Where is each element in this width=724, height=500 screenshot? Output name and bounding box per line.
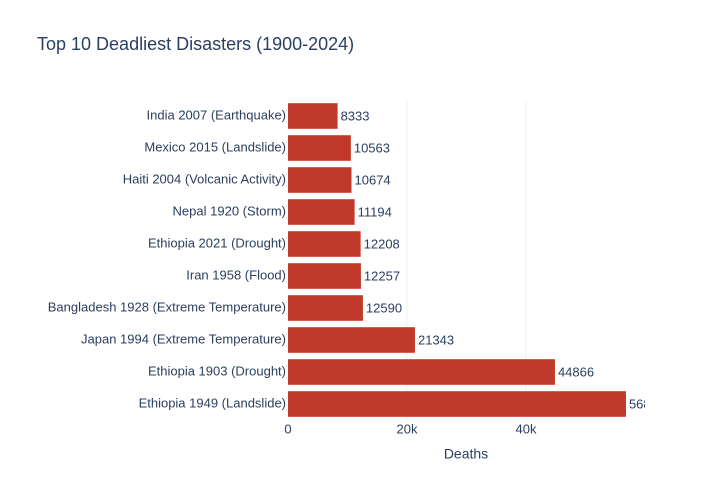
value-label: 10563 bbox=[354, 140, 390, 155]
value-label: 8333 bbox=[341, 108, 370, 123]
x-tick-label: 40k bbox=[516, 421, 537, 436]
bar bbox=[288, 199, 355, 225]
value-label: 56800 bbox=[629, 396, 665, 411]
y-tick-label: Ethiopia 1903 (Drought) bbox=[148, 363, 286, 378]
x-tick-label: 20k bbox=[397, 421, 418, 436]
value-label: 11194 bbox=[358, 204, 392, 219]
bar bbox=[288, 359, 555, 385]
y-tick-label: Haiti 2004 (Volcanic Activity) bbox=[123, 171, 286, 186]
bar bbox=[288, 263, 361, 289]
bar bbox=[288, 167, 352, 193]
bar bbox=[288, 231, 361, 257]
value-label: 12590 bbox=[366, 300, 402, 315]
bar bbox=[288, 103, 338, 129]
x-tick-label: 0 bbox=[284, 421, 291, 436]
y-tick-label: Japan 1994 (Extreme Temperature) bbox=[81, 331, 286, 346]
value-label: 12257 bbox=[364, 268, 400, 283]
y-tick-label: Mexico 2015 (Landslide) bbox=[144, 139, 286, 154]
bar bbox=[288, 327, 415, 353]
bar bbox=[288, 295, 363, 321]
value-label: 44866 bbox=[558, 364, 594, 379]
y-tick-label: Bangladesh 1928 (Extreme Temperature) bbox=[48, 299, 286, 314]
value-label: 12208 bbox=[364, 236, 400, 251]
value-label: 10674 bbox=[355, 172, 391, 187]
value-labels: 8333 10563 10674 11194 12208 12257 12590 21343 4… bbox=[341, 108, 665, 411]
y-tick-label: Ethiopia 2021 (Drought) bbox=[148, 235, 286, 250]
bars bbox=[288, 103, 626, 417]
x-axis-title: Deaths bbox=[444, 446, 488, 462]
bar bbox=[288, 391, 626, 417]
y-tick-label: Iran 1958 (Flood) bbox=[186, 267, 286, 282]
y-tick-label: Ethiopia 1949 (Landslide) bbox=[139, 395, 286, 410]
value-label: 21343 bbox=[418, 332, 454, 347]
y-tick-label: India 2007 (Earthquake) bbox=[147, 107, 286, 122]
y-tick-label: Nepal 1920 (Storm) bbox=[173, 203, 286, 218]
bar bbox=[288, 135, 351, 161]
chart-title: Top 10 Deadliest Disasters (1900-2024) bbox=[37, 34, 354, 54]
